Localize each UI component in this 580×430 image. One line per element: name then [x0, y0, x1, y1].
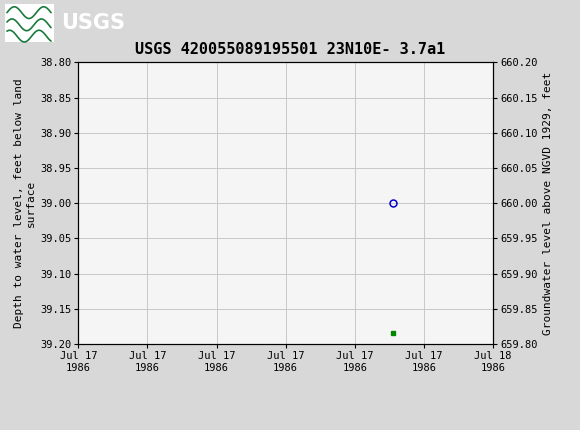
Y-axis label: Depth to water level, feet below land
surface: Depth to water level, feet below land su…: [14, 78, 36, 328]
Y-axis label: Groundwater level above NGVD 1929, feet: Groundwater level above NGVD 1929, feet: [543, 71, 553, 335]
Text: USGS 420055089195501 23N10E- 3.7a1: USGS 420055089195501 23N10E- 3.7a1: [135, 42, 445, 57]
FancyBboxPatch shape: [5, 3, 54, 42]
Text: USGS: USGS: [61, 12, 125, 33]
